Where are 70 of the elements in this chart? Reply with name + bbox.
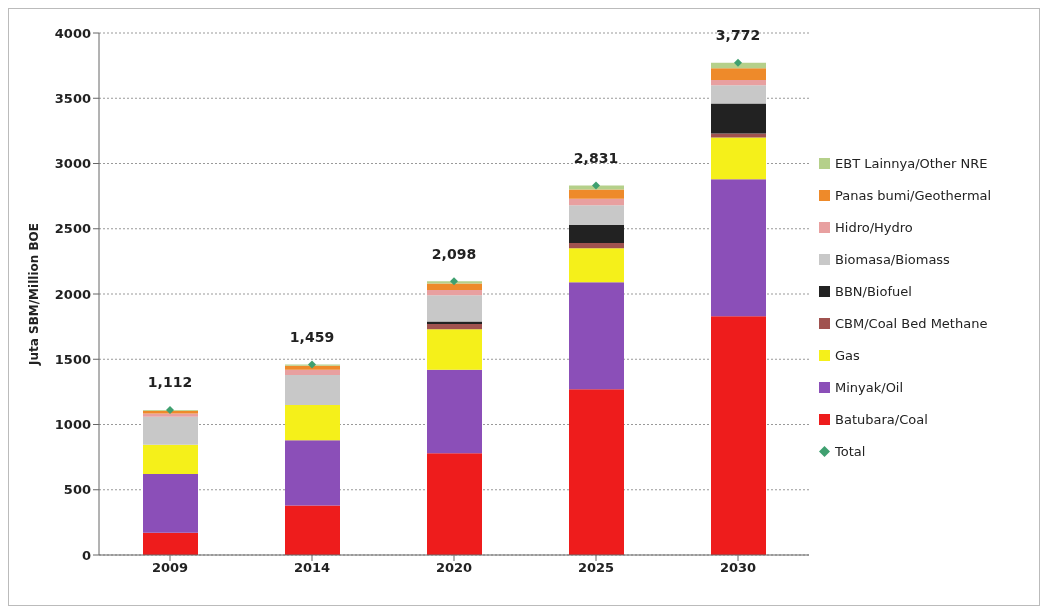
legend-label: BBN/Biofuel	[835, 283, 912, 299]
y-tick-label: 0	[81, 547, 91, 563]
data-label: 2,098	[431, 245, 477, 262]
bar	[285, 505, 340, 555]
bar	[285, 374, 340, 405]
bar	[569, 389, 624, 555]
bar	[711, 68, 766, 80]
bar	[285, 440, 340, 506]
bar	[569, 189, 624, 199]
bar	[427, 324, 482, 330]
bar	[285, 365, 340, 370]
bar	[285, 404, 340, 441]
bar	[711, 79, 766, 86]
bar	[427, 295, 482, 322]
bar	[427, 453, 482, 555]
bar	[569, 205, 624, 225]
y-tick-label: 3000	[54, 156, 91, 172]
legend-label: Hidro/Hydro	[835, 219, 913, 235]
x-tick-label: 2030	[719, 560, 757, 576]
legend-label: CBM/Coal Bed Methane	[835, 315, 988, 331]
point	[734, 58, 742, 67]
bar	[285, 369, 340, 375]
bar	[569, 224, 624, 244]
point	[166, 405, 174, 414]
bar	[427, 283, 482, 291]
y-tick-label: 500	[63, 482, 91, 498]
point	[450, 277, 458, 286]
bar	[427, 369, 482, 454]
point	[308, 360, 316, 369]
legend-label: Biomasa/Biomass	[835, 251, 950, 267]
bar	[427, 290, 482, 296]
bar	[711, 316, 766, 555]
point	[592, 181, 600, 190]
y-tick-label: 1000	[54, 417, 91, 433]
bar	[143, 444, 198, 475]
legend-label: Minyak/Oil	[835, 379, 904, 395]
data-label: 1,459	[289, 329, 335, 346]
bar	[427, 329, 482, 370]
bar	[711, 133, 766, 138]
x-tick-label: 2025	[577, 560, 615, 576]
bar	[143, 416, 198, 445]
legend-label: EBT Lainnya/Other NRE	[835, 155, 988, 171]
bar	[711, 179, 766, 317]
bar	[143, 474, 198, 533]
y-tick-label: 4000	[54, 25, 91, 41]
data-label: 2,831	[573, 150, 619, 167]
bar	[711, 85, 766, 104]
data-label: 3,772	[715, 27, 761, 44]
bar	[427, 321, 482, 325]
y-tick-label: 2000	[54, 286, 91, 302]
legend-label: Panas bumi/Geothermal	[835, 187, 992, 203]
legend-label: Total	[835, 443, 866, 459]
x-tick-label: 2009	[151, 560, 189, 576]
bar	[569, 248, 624, 283]
x-tick-label: 2014	[293, 560, 331, 576]
y-axis-title: Juta SBM/Million BOE	[27, 222, 42, 367]
data-label: 1,112	[147, 374, 193, 391]
bar	[569, 282, 624, 390]
x-tick-label: 2020	[435, 560, 473, 576]
legend-label: Gas	[835, 347, 860, 363]
y-tick-label: 3500	[54, 90, 91, 106]
legend-label: Batubara/Coal	[835, 411, 928, 427]
y-tick-label: 2500	[54, 221, 91, 237]
bar	[569, 185, 624, 190]
y-tick-label: 1500	[54, 351, 91, 367]
bar	[569, 243, 624, 249]
bar	[569, 198, 624, 206]
bar	[143, 532, 198, 555]
bar	[711, 103, 766, 134]
bar	[711, 137, 766, 180]
